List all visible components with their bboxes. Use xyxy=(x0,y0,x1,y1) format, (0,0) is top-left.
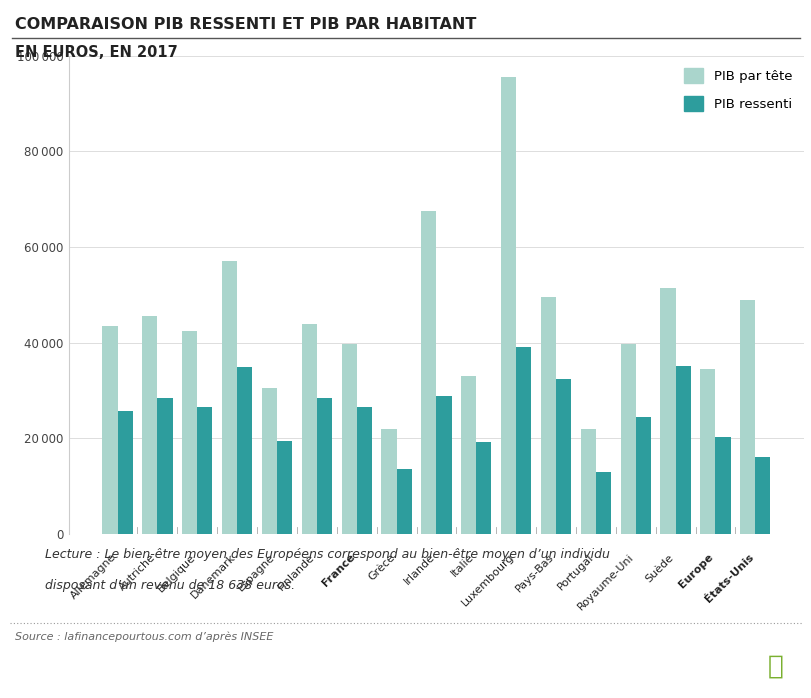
Bar xyxy=(102,326,118,534)
Bar xyxy=(142,316,157,534)
Bar xyxy=(740,299,754,534)
Bar xyxy=(675,366,690,534)
Bar xyxy=(197,407,212,534)
Text: Europe: Europe xyxy=(676,552,714,591)
Bar xyxy=(381,429,396,534)
Text: Danemark: Danemark xyxy=(189,552,237,600)
Text: France: France xyxy=(320,552,356,588)
Text: Suède: Suède xyxy=(643,552,675,584)
Bar xyxy=(461,376,476,534)
Bar xyxy=(580,429,595,534)
Bar xyxy=(699,369,714,534)
Text: Source : lafinancepourtous.com d’après INSEE: Source : lafinancepourtous.com d’après I… xyxy=(15,632,272,642)
Bar xyxy=(659,288,675,534)
Text: Pays-Bas: Pays-Bas xyxy=(513,552,556,594)
Text: Portugal: Portugal xyxy=(556,552,595,592)
Text: Italie: Italie xyxy=(449,552,476,579)
Bar xyxy=(396,470,411,534)
Bar xyxy=(157,398,173,534)
Bar xyxy=(556,378,570,534)
Text: EN EUROS, EN 2017: EN EUROS, EN 2017 xyxy=(15,45,177,60)
Text: Belgique: Belgique xyxy=(156,552,197,594)
Text: disposant d’un revenu de 18 638 euros.: disposant d’un revenu de 18 638 euros. xyxy=(45,579,294,593)
Bar xyxy=(421,211,436,534)
Bar xyxy=(476,442,491,534)
Bar xyxy=(436,396,451,534)
Bar xyxy=(635,417,650,534)
Bar xyxy=(714,438,730,534)
Bar xyxy=(261,388,277,534)
Text: 🌳: 🌳 xyxy=(766,653,783,680)
Bar xyxy=(356,407,371,534)
Text: Autriche: Autriche xyxy=(117,552,157,593)
Bar xyxy=(118,410,132,534)
Text: COMPARAISON PIB RESSENTI ET PIB PAR HABITANT: COMPARAISON PIB RESSENTI ET PIB PAR HABI… xyxy=(15,17,475,32)
Bar xyxy=(316,398,332,534)
Text: Lecture : Le bien-être moyen des Européens correspond au bien-être moyen d’un in: Lecture : Le bien-être moyen des Europée… xyxy=(45,548,609,561)
Text: Finlande: Finlande xyxy=(277,552,316,593)
Bar xyxy=(516,346,530,534)
Bar xyxy=(221,262,237,534)
Bar xyxy=(540,297,556,534)
Bar xyxy=(754,457,770,534)
Text: Irlande: Irlande xyxy=(401,552,436,587)
Text: Royaume-Uni: Royaume-Uni xyxy=(575,552,635,612)
Bar xyxy=(182,331,197,534)
Bar xyxy=(237,366,252,534)
Bar xyxy=(620,343,635,534)
Bar xyxy=(595,472,611,534)
Bar xyxy=(341,343,356,534)
Bar xyxy=(500,77,516,534)
Text: Luxembourg: Luxembourg xyxy=(459,552,516,609)
Bar xyxy=(277,440,292,534)
Text: États-Unis: États-Unis xyxy=(702,552,754,604)
Legend: PIB par tête, PIB ressenti: PIB par tête, PIB ressenti xyxy=(678,62,796,117)
Text: Grèce: Grèce xyxy=(366,552,396,582)
Text: Allemagne: Allemagne xyxy=(68,552,118,602)
Bar xyxy=(302,324,316,534)
Text: Espagne: Espagne xyxy=(236,552,277,593)
